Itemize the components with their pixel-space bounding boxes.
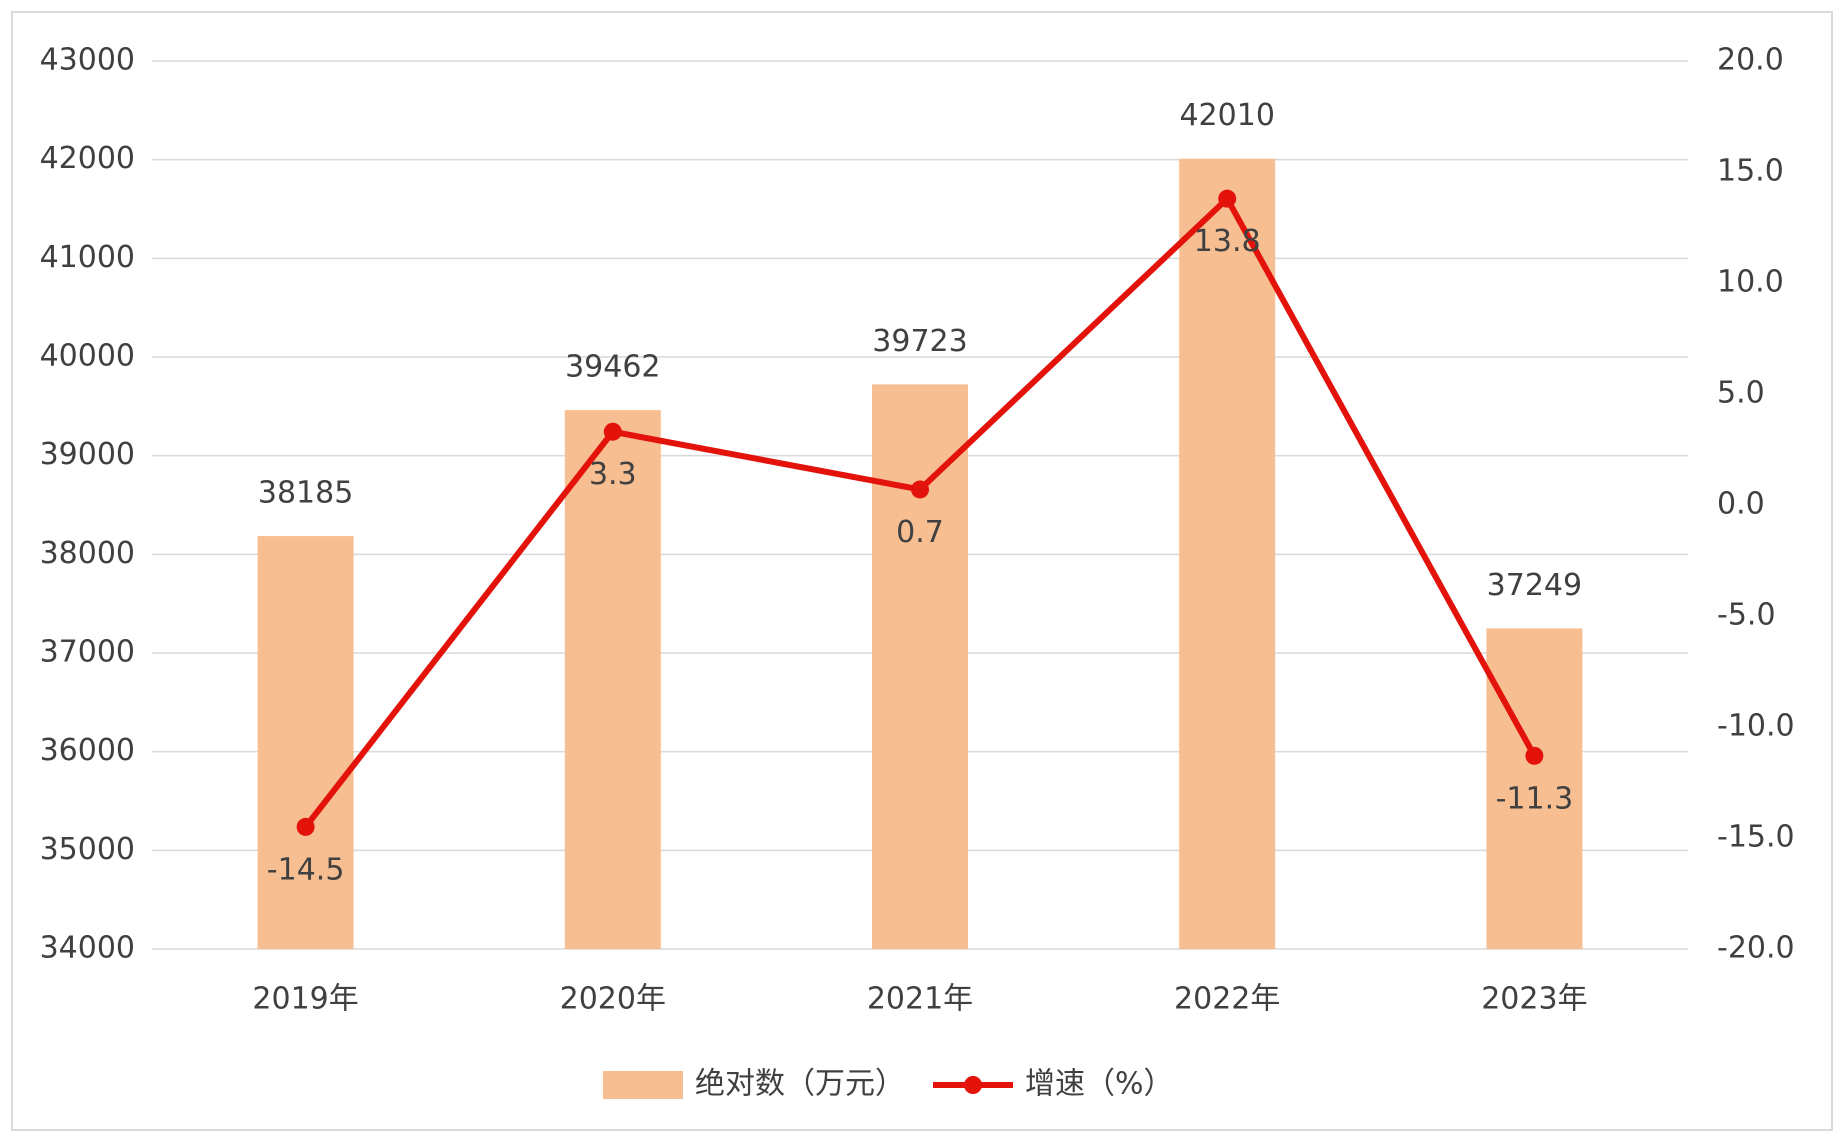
line-value-label: -14.5	[267, 852, 345, 887]
bar-value-label: 42010	[1179, 98, 1274, 133]
line-value-label: 13.8	[1194, 224, 1261, 259]
y-tick-label: 36000	[40, 733, 135, 768]
y-tick-label: 38000	[40, 536, 135, 571]
line-value-label: -11.3	[1496, 781, 1574, 816]
y-tick-label: 42000	[40, 141, 135, 176]
x-tick-label: 2021年	[867, 982, 973, 1017]
y-tick-label: 34000	[40, 931, 135, 966]
line-marker	[296, 817, 315, 836]
x-tick-label: 2023年	[1481, 982, 1587, 1017]
legend-label: 增速（%）	[1025, 1067, 1174, 1102]
bar	[257, 536, 354, 949]
y2-tick-label: -15.0	[1717, 820, 1795, 855]
y-tick-label: 39000	[40, 437, 135, 472]
x-tick-label: 2019年	[252, 982, 358, 1017]
line-marker	[1218, 189, 1237, 208]
x-tick-label: 2020年	[560, 982, 666, 1017]
bar	[872, 384, 968, 949]
y2-tick-label: -10.0	[1717, 709, 1795, 744]
bar-value-label: 39723	[872, 324, 967, 359]
y-tick-label: 37000	[40, 635, 135, 670]
line-marker	[911, 480, 929, 499]
legend-swatch	[603, 1071, 683, 1099]
x-tick-label: 2022年	[1174, 982, 1280, 1017]
y-tick-label: 40000	[40, 339, 135, 374]
y2-tick-label: 0.0	[1717, 487, 1765, 522]
y2-tick-label: 20.0	[1717, 43, 1784, 78]
y2-tick-label: 10.0	[1717, 265, 1784, 300]
legend-marker	[964, 1076, 982, 1094]
line-value-label: 3.3	[589, 457, 637, 492]
bar	[564, 410, 661, 950]
line-marker	[1525, 746, 1544, 765]
bar-value-label: 37249	[1487, 568, 1582, 603]
y2-tick-label: -5.0	[1717, 598, 1776, 633]
bar	[1486, 628, 1583, 949]
line-value-label: 0.7	[896, 515, 944, 550]
y-tick-label: 35000	[40, 832, 135, 867]
bar-value-label: 38185	[258, 476, 353, 511]
legend-label: 绝对数（万元）	[695, 1067, 905, 1102]
y2-tick-label: -20.0	[1717, 931, 1795, 966]
y-tick-label: 41000	[40, 240, 135, 275]
bar-value-label: 39462	[565, 350, 660, 385]
line-marker	[603, 422, 622, 441]
y2-tick-label: 5.0	[1717, 376, 1765, 411]
y2-tick-label: 15.0	[1717, 154, 1784, 189]
y-tick-label: 43000	[40, 43, 135, 78]
bar	[1179, 158, 1276, 949]
